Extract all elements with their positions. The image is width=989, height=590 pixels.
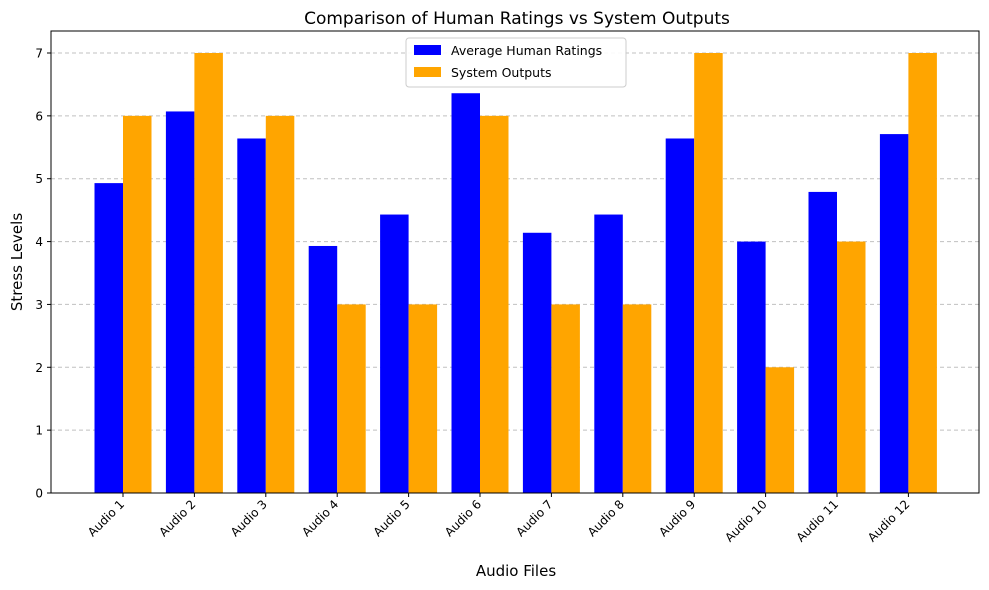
bar-human-2	[165, 111, 195, 493]
y-axis-ticks: 0 1 2 3 4 5 6 7	[35, 47, 51, 501]
x-tick-label: Audio 5	[371, 497, 413, 539]
legend-label-human: Average Human Ratings	[451, 43, 602, 58]
bar-human-8	[594, 214, 623, 494]
y-tick-label: 4	[35, 235, 43, 249]
bar-human-1	[94, 183, 123, 493]
bar-system-9	[694, 53, 723, 493]
bar-human-4	[308, 245, 338, 493]
x-tick-label: Audio 10	[722, 497, 770, 545]
bar-system-10	[765, 367, 795, 493]
bars	[94, 53, 937, 494]
x-tick-label: Audio 6	[442, 497, 484, 539]
legend-box	[405, 37, 627, 88]
chart-title: Comparison of Human Ratings vs System Ou…	[304, 9, 730, 29]
bar-human-6	[451, 93, 480, 493]
bar-system-3	[265, 115, 295, 493]
legend-label-system: System Outputs	[451, 65, 552, 80]
x-tick-label: Audio 2	[156, 497, 198, 539]
y-axis-label: Stress Levels	[8, 213, 26, 311]
x-tick-label: Audio 8	[585, 497, 627, 539]
x-tick-label: Audio 3	[228, 497, 270, 539]
bar-human-3	[237, 138, 266, 493]
bar-system-4	[337, 304, 366, 493]
x-axis-ticks: Audio 1 Audio 2 Audio 3 Audio 4 Audio 5 Audio…	[85, 493, 913, 545]
y-tick-label: 7	[35, 47, 43, 61]
bar-human-9	[665, 138, 695, 493]
x-tick-label: Audio 7	[513, 497, 555, 539]
bar-system-8	[622, 304, 652, 493]
legend-swatch-system	[414, 67, 441, 77]
y-tick-label: 1	[35, 424, 43, 438]
bar-system-11	[837, 241, 866, 493]
y-tick-label: 2	[35, 361, 43, 375]
bar-human-5	[380, 214, 409, 494]
y-tick-label: 0	[35, 487, 43, 501]
bar-system-6	[480, 115, 509, 493]
bar-system-2	[194, 53, 223, 493]
bar-human-11	[808, 191, 837, 493]
bar-human-12	[879, 134, 909, 494]
x-tick-label: Audio 1	[85, 497, 127, 539]
x-tick-label: Audio 4	[299, 497, 341, 539]
x-tick-label: Audio 9	[656, 497, 698, 539]
bar-system-1	[123, 115, 152, 493]
y-tick-label: 3	[35, 298, 43, 312]
legend-swatch-human	[414, 45, 441, 55]
x-tick-label: Audio 12	[865, 497, 913, 545]
bar-human-7	[522, 232, 552, 493]
x-tick-label: Audio 11	[794, 497, 842, 545]
legend: Average Human Ratings System Outputs	[405, 37, 627, 88]
x-axis-label: Audio Files	[476, 562, 557, 580]
plot-frame	[50, 30, 980, 494]
bar-system-5	[408, 304, 438, 493]
y-tick-label: 5	[35, 172, 43, 186]
y-tick-label: 6	[35, 109, 43, 123]
bar-system-12	[908, 53, 937, 493]
bar-system-7	[551, 304, 580, 493]
bar-human-10	[737, 241, 766, 493]
